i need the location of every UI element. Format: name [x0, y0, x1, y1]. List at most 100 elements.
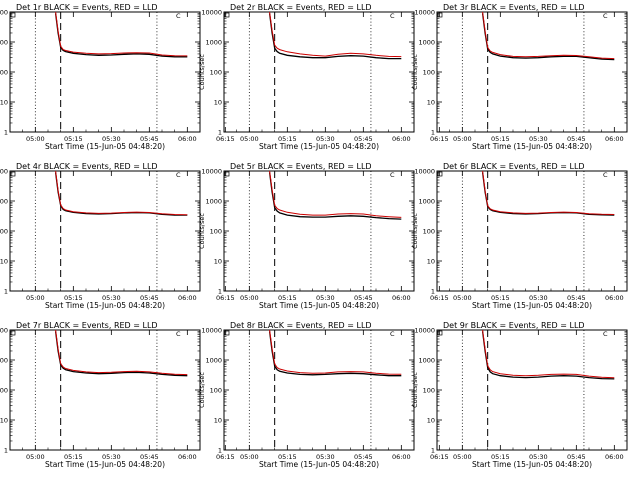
y-tick-label: 10	[214, 417, 222, 425]
x-tick-label: 06:15	[216, 453, 235, 461]
y-tick-label: 10000	[414, 9, 435, 17]
y-tick-label: 10000	[201, 327, 222, 335]
events-series-line	[481, 331, 615, 380]
y-tick-label: 1	[431, 288, 435, 296]
x-tick-label: 05:30	[529, 453, 548, 461]
x-tick-label: 05:15	[491, 453, 510, 461]
panel-det-9: Det 9r BLACK = Events, RED = LLD C 1 10 100 1…	[411, 321, 628, 469]
y-tick-label: 1000	[418, 198, 435, 206]
x-tick-label: 05:15	[64, 453, 83, 461]
corner-marker: C	[603, 171, 608, 179]
panel-det-3: Det 3r BLACK = Events, RED = LLD C 1 10 100 1…	[411, 3, 628, 151]
panel-title: Det 4r BLACK = Events, RED = LLD	[16, 162, 158, 171]
x-tick-label: 05:00	[453, 135, 472, 143]
lld-series-line	[269, 12, 402, 58]
y-tick-label: 10000	[414, 168, 435, 176]
lld-series-line	[482, 171, 615, 215]
x-tick-label: 06:15	[216, 294, 235, 302]
x-axis-label: Start Time (15-Jun-05 04:48:20)	[45, 301, 165, 310]
corner-marker: C	[176, 12, 181, 20]
y-tick-label: 10	[427, 258, 435, 266]
x-tick-label: 05:00	[453, 453, 472, 461]
corner-marker: C	[390, 171, 395, 179]
events-series-line	[481, 13, 615, 61]
x-tick-label: 05:45	[567, 135, 586, 143]
y-tick-label: 10000	[201, 168, 222, 176]
x-tick-label: 05:30	[102, 453, 121, 461]
x-tick-label: 06:00	[605, 294, 624, 302]
panel-title: Det 6r BLACK = Events, RED = LLD	[443, 162, 585, 171]
series-group	[268, 330, 402, 377]
series-group	[481, 12, 615, 61]
corner-marker: C	[176, 330, 181, 338]
x-tick-label: 05:30	[102, 135, 121, 143]
y-tick-label: 10	[427, 417, 435, 425]
x-axis-label: Start Time (15-Jun-05 04:48:20)	[259, 142, 379, 151]
x-tick-label: 05:00	[26, 135, 45, 143]
panel-det-5: Det 5r BLACK = Events, RED = LLD C 1 10 100 1…	[198, 162, 449, 310]
corner-marker: C	[390, 330, 395, 338]
lld-series-line	[55, 330, 188, 376]
y-tick-label: 10	[427, 99, 435, 107]
x-tick-label: 06:15	[430, 294, 449, 302]
y-tick-label: 1000	[418, 357, 435, 365]
y-axis-label: Counts/sec	[411, 54, 419, 90]
y-tick-label: 10	[0, 99, 8, 107]
series-group	[268, 171, 402, 220]
x-tick-label: 05:45	[140, 135, 159, 143]
y-tick-label: 100	[423, 69, 435, 77]
y-tick-label: 10000	[0, 9, 8, 17]
series-group	[54, 171, 188, 216]
lld-series-line	[55, 12, 188, 57]
lld-series-line	[55, 171, 188, 216]
x-axis-label: Start Time (15-Jun-05 04:48:20)	[472, 460, 592, 469]
panel-title: Det 2r BLACK = Events, RED = LLD	[230, 3, 372, 12]
y-tick-label: 100	[423, 387, 435, 395]
y-axis-label: Counts/sec	[411, 213, 419, 249]
x-tick-label: 05:15	[491, 294, 510, 302]
y-tick-label: 10000	[0, 327, 8, 335]
x-tick-label: 06:00	[392, 135, 411, 143]
y-tick-label: 10	[0, 417, 8, 425]
panel-det-2: Det 2r BLACK = Events, RED = LLD C 1 10 100 1…	[198, 3, 449, 151]
series-group	[268, 12, 402, 60]
x-tick-label: 06:00	[178, 135, 197, 143]
y-tick-label: 100	[210, 228, 222, 236]
y-tick-label: 1000	[205, 198, 222, 206]
x-axis-label: Start Time (15-Jun-05 04:48:20)	[259, 460, 379, 469]
y-tick-label: 1000	[0, 357, 8, 365]
x-tick-label: 05:45	[354, 135, 373, 143]
panel-title: Det 7r BLACK = Events, RED = LLD	[16, 321, 158, 330]
x-tick-label: 05:30	[529, 135, 548, 143]
y-tick-label: 100	[423, 228, 435, 236]
x-tick-label: 05:30	[316, 135, 335, 143]
events-series-line	[54, 13, 188, 58]
x-tick-label: 05:45	[354, 453, 373, 461]
x-tick-label: 05:00	[453, 294, 472, 302]
corner-marker: C	[176, 171, 181, 179]
y-tick-label: 1	[4, 447, 8, 455]
x-tick-label: 06:00	[392, 453, 411, 461]
y-tick-label: 1	[218, 288, 222, 296]
y-tick-label: 10	[214, 99, 222, 107]
corner-marker: C	[603, 330, 608, 338]
x-axis-label: Start Time (15-Jun-05 04:48:20)	[45, 460, 165, 469]
lld-series-line	[269, 171, 402, 218]
x-axis-label: Start Time (15-Jun-05 04:48:20)	[472, 301, 592, 310]
x-tick-label: 05:00	[26, 453, 45, 461]
lld-series-line	[269, 330, 402, 375]
series-group	[481, 171, 615, 216]
series-group	[54, 330, 188, 377]
x-axis-label: Start Time (15-Jun-05 04:48:20)	[45, 142, 165, 151]
panel-title: Det 1r BLACK = Events, RED = LLD	[16, 3, 158, 12]
x-tick-label: 05:15	[64, 294, 83, 302]
panel-det-1: Det 1r BLACK = Events, RED = LLD C 1 10 100 1…	[0, 3, 235, 151]
x-tick-label: 05:45	[567, 294, 586, 302]
y-tick-label: 100	[0, 228, 8, 236]
x-tick-label: 05:15	[64, 135, 83, 143]
lld-series-line	[482, 12, 615, 60]
y-tick-label: 1	[431, 129, 435, 137]
y-tick-label: 100	[210, 69, 222, 77]
y-axis-label: Counts/sec	[198, 213, 206, 249]
